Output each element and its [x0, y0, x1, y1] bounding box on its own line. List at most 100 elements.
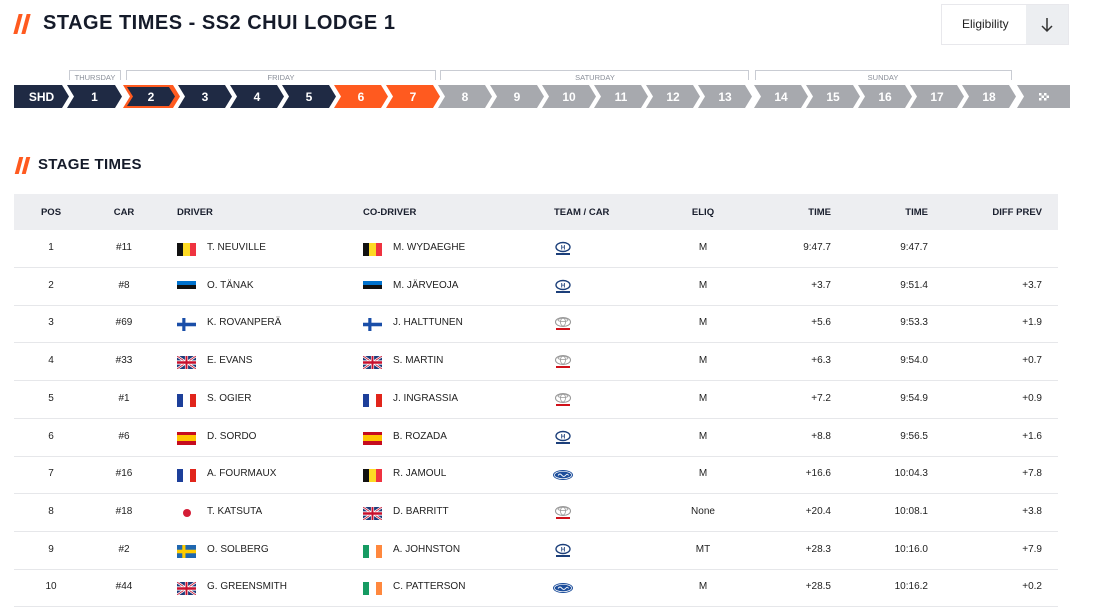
cell-codriver[interactable]: M. WYDAEGHE: [393, 242, 466, 253]
cell-driver[interactable]: E. EVANS: [207, 355, 253, 367]
cell-eliq: M: [698, 242, 708, 253]
stage-tab-5[interactable]: 5: [282, 85, 336, 108]
flag-sweden-icon: [177, 544, 196, 558]
table-row[interactable]: 8 #18 T. KATSUTA D. BARRITT None +20.4 10:08.1…: [14, 494, 1058, 532]
cell-driver[interactable]: A. FOURMAUX: [207, 468, 277, 480]
table-row[interactable]: 1 #11 T. NEUVILLE M. WYDAEGHE H M 9:47.7 9:47.7: [14, 230, 1058, 268]
stage-tab-14[interactable]: 14: [754, 85, 808, 108]
cell-driver[interactable]: G. GREENSMITH: [207, 581, 288, 593]
table-row[interactable]: 3 #69 K. ROVANPERÄ J. HALTTUNEN M +5.6 9:53.3 +…: [14, 305, 1058, 344]
cell-codriver[interactable]: B. ROZADA: [393, 430, 447, 442]
stage-tab-17[interactable]: 17: [910, 85, 964, 108]
cell-car-number: #69: [115, 317, 133, 329]
cell-codriver[interactable]: J. INGRASSIA: [393, 392, 459, 404]
day-label-friday: FRIDAY: [264, 73, 298, 82]
stage-tab-11[interactable]: 11: [594, 85, 648, 108]
cell-driver[interactable]: O. SOLBERG: [207, 543, 269, 555]
table-row[interactable]: 5 #1 S. OGIER J. INGRASSIA M +7.2 9:54.9 +0.9: [14, 381, 1058, 419]
cell-car-number: #16: [115, 468, 133, 480]
toyota-logo-icon: [554, 392, 572, 406]
cell-driver[interactable]: D. SORDO: [207, 430, 257, 442]
table-row[interactable]: 7 #16 A. FOURMAUX R. JAMOUL M +16.6 10:04.3 +7.…: [14, 456, 1058, 495]
stage-tab-3[interactable]: 3: [178, 85, 232, 108]
stage-tab-8[interactable]: 8: [438, 85, 492, 108]
cell-pos: 7: [48, 468, 54, 480]
flag-belgium-icon: [363, 243, 382, 256]
stage-tab-16[interactable]: 16: [858, 85, 912, 108]
cell-codriver[interactable]: R. JAMOUL: [393, 468, 447, 480]
column-header-time-diff[interactable]: TIME: [808, 207, 831, 218]
team-logo: [552, 504, 574, 522]
hyundai-logo-icon: H: [555, 279, 571, 293]
stage-tab-finish[interactable]: [1017, 85, 1070, 108]
cell-car-number: #44: [115, 581, 133, 593]
stage-tab-2[interactable]: 2: [123, 85, 180, 108]
cell-codriver[interactable]: D. BARRITT: [393, 505, 449, 517]
cell-time-diff: +20.4: [805, 505, 831, 517]
flag-belgium-icon: [177, 243, 196, 256]
cell-codriver[interactable]: J. HALTTUNEN: [393, 317, 463, 329]
cell-driver[interactable]: S. OGIER: [207, 392, 252, 404]
day-label-saturday: SATURDAY: [572, 73, 618, 82]
team-logo: [552, 315, 574, 333]
flag-spain-icon: [177, 431, 196, 445]
stage-tab-7[interactable]: 7: [386, 85, 440, 108]
section-title: STAGE TIMES: [38, 156, 142, 173]
stage-tab-4[interactable]: 4: [230, 85, 284, 108]
cell-eliq: M: [698, 468, 708, 480]
stage-tab-1[interactable]: 1: [67, 85, 122, 108]
stage-label: SHD: [28, 89, 55, 104]
eligibility-toggle-button[interactable]: [1026, 5, 1068, 44]
svg-text:H: H: [561, 283, 565, 289]
column-header-car[interactable]: CAR: [113, 207, 135, 218]
cell-driver[interactable]: O. TÄNAK: [207, 279, 254, 291]
flag-belgium-icon: [363, 469, 382, 483]
table-row[interactable]: 4 #33 E. EVANS S. MARTIN M +6.3 9:54.0 +0.7: [14, 343, 1058, 382]
page-title: STAGE TIMES - SS2 CHUI LODGE 1: [43, 12, 396, 34]
cell-codriver[interactable]: A. JOHNSTON: [393, 543, 461, 555]
column-header-team[interactable]: TEAM / CAR: [554, 207, 610, 218]
stage-tab-9[interactable]: 9: [490, 85, 544, 108]
day-bracket-sunday: [755, 70, 1012, 80]
stage-tab-15[interactable]: 15: [806, 85, 860, 108]
cell-pos: 1: [48, 242, 54, 253]
flag-japan-icon: [177, 506, 196, 520]
column-header-codriver[interactable]: CO-DRIVER: [363, 207, 417, 218]
table-row[interactable]: 2 #8 O. TÄNAK M. JÄRVEOJA H M +3.7 9:51.4 +3.7: [14, 268, 1058, 306]
stage-tab-6[interactable]: 6: [334, 85, 388, 108]
column-header-pos[interactable]: POS: [40, 207, 62, 218]
flag-uk-icon: [177, 356, 196, 370]
column-header-driver[interactable]: DRIVER: [177, 207, 213, 218]
cell-time-diff: +7.2: [811, 392, 831, 404]
cell-time: 10:16.2: [894, 581, 928, 593]
stage-tab-18[interactable]: 18: [962, 85, 1016, 108]
cell-codriver[interactable]: M. JÄRVEOJA: [393, 279, 459, 291]
flag-estonia-icon: [177, 280, 196, 294]
stage-label: 3: [201, 89, 209, 104]
stage-tab-shd[interactable]: SHD: [14, 85, 69, 108]
stage-tab-10[interactable]: 10: [542, 85, 596, 108]
flag-finland-icon: [177, 318, 196, 332]
table-row[interactable]: 10 #44 G. GREENSMITH C. PATTERSON M +28.5 10:1…: [14, 569, 1058, 608]
cell-diff-prev: +0.7: [1022, 355, 1042, 367]
column-header-eliq[interactable]: ELIQ: [691, 207, 715, 218]
cell-eliq: M: [698, 355, 708, 367]
cell-codriver[interactable]: S. MARTIN: [393, 355, 444, 367]
cell-driver[interactable]: K. ROVANPERÄ: [207, 317, 282, 329]
cell-pos: 6: [48, 430, 54, 442]
column-header-time[interactable]: TIME: [905, 207, 928, 218]
cell-driver[interactable]: T. KATSUTA: [207, 505, 263, 517]
table-header: POS CAR DRIVER CO-DRIVER TEAM / CAR ELIQ…: [14, 194, 1058, 230]
stage-tab-12[interactable]: 12: [646, 85, 700, 108]
eligibility-dropdown[interactable]: Eligibility: [941, 4, 1069, 45]
svg-text:H: H: [561, 547, 565, 553]
cell-time: 9:54.0: [900, 355, 928, 367]
stage-label: 4: [253, 89, 261, 104]
stage-tab-13[interactable]: 13: [698, 85, 752, 108]
cell-codriver[interactable]: C. PATTERSON: [393, 581, 466, 593]
column-header-diff-prev[interactable]: DIFF PREV: [992, 207, 1042, 218]
cell-diff-prev: +3.8: [1022, 505, 1042, 517]
table-row[interactable]: 9 #2 O. SOLBERG A. JOHNSTON H MT +28.3 10:16.0 +…: [14, 532, 1058, 570]
table-row[interactable]: 6 #6 D. SORDO B. ROZADA H M +8.8 9:56.5 +1.6: [14, 419, 1058, 457]
cell-driver[interactable]: T. NEUVILLE: [207, 242, 266, 253]
